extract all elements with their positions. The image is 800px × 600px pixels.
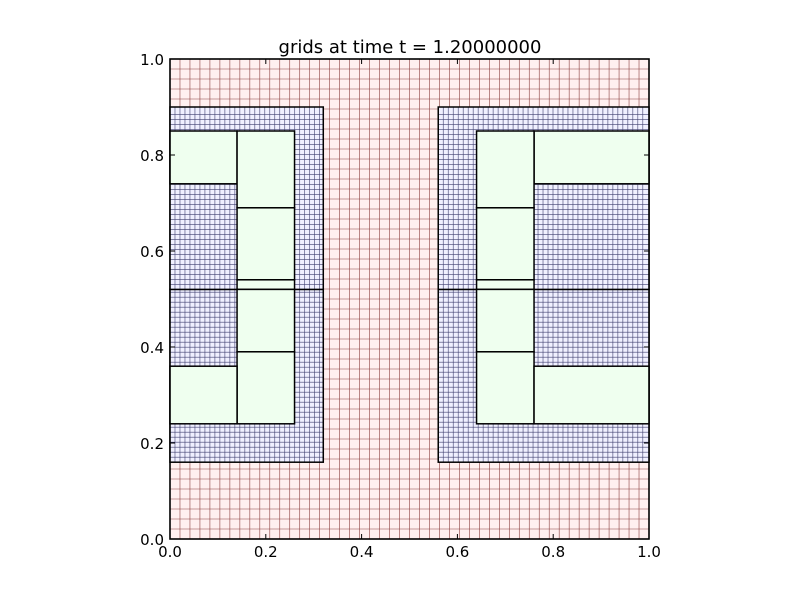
patch (476, 207, 535, 280)
x-tick-label: 0.2 (254, 543, 278, 561)
y-tick-label: 0.8 (140, 147, 164, 165)
patch (534, 366, 649, 424)
patch (237, 279, 295, 290)
patch (237, 131, 295, 208)
x-tick-label: 1.0 (637, 543, 661, 561)
patch (170, 131, 238, 184)
patch (476, 279, 535, 290)
patch (237, 289, 295, 352)
x-tick-label: 0.6 (445, 543, 469, 561)
x-tick-label: 0.4 (350, 543, 374, 561)
patch (476, 289, 535, 352)
patch (237, 207, 295, 280)
y-tick-label: 1.0 (140, 51, 164, 69)
y-tick-label: 0.6 (140, 243, 164, 261)
y-tick-label: 0.4 (140, 339, 164, 357)
patch (476, 351, 535, 424)
plot-frame (169, 58, 650, 540)
x-tick-label: 0.8 (541, 543, 565, 561)
chart-title: grids at time t = 1.20000000 (279, 37, 542, 58)
y-tick-label: 0.0 (140, 531, 164, 549)
x-tick-label: 0.0 (158, 543, 182, 561)
patch (534, 131, 649, 184)
patch (170, 366, 238, 424)
patch (476, 131, 535, 208)
patch (237, 351, 295, 424)
y-tick-label: 0.2 (140, 435, 164, 453)
